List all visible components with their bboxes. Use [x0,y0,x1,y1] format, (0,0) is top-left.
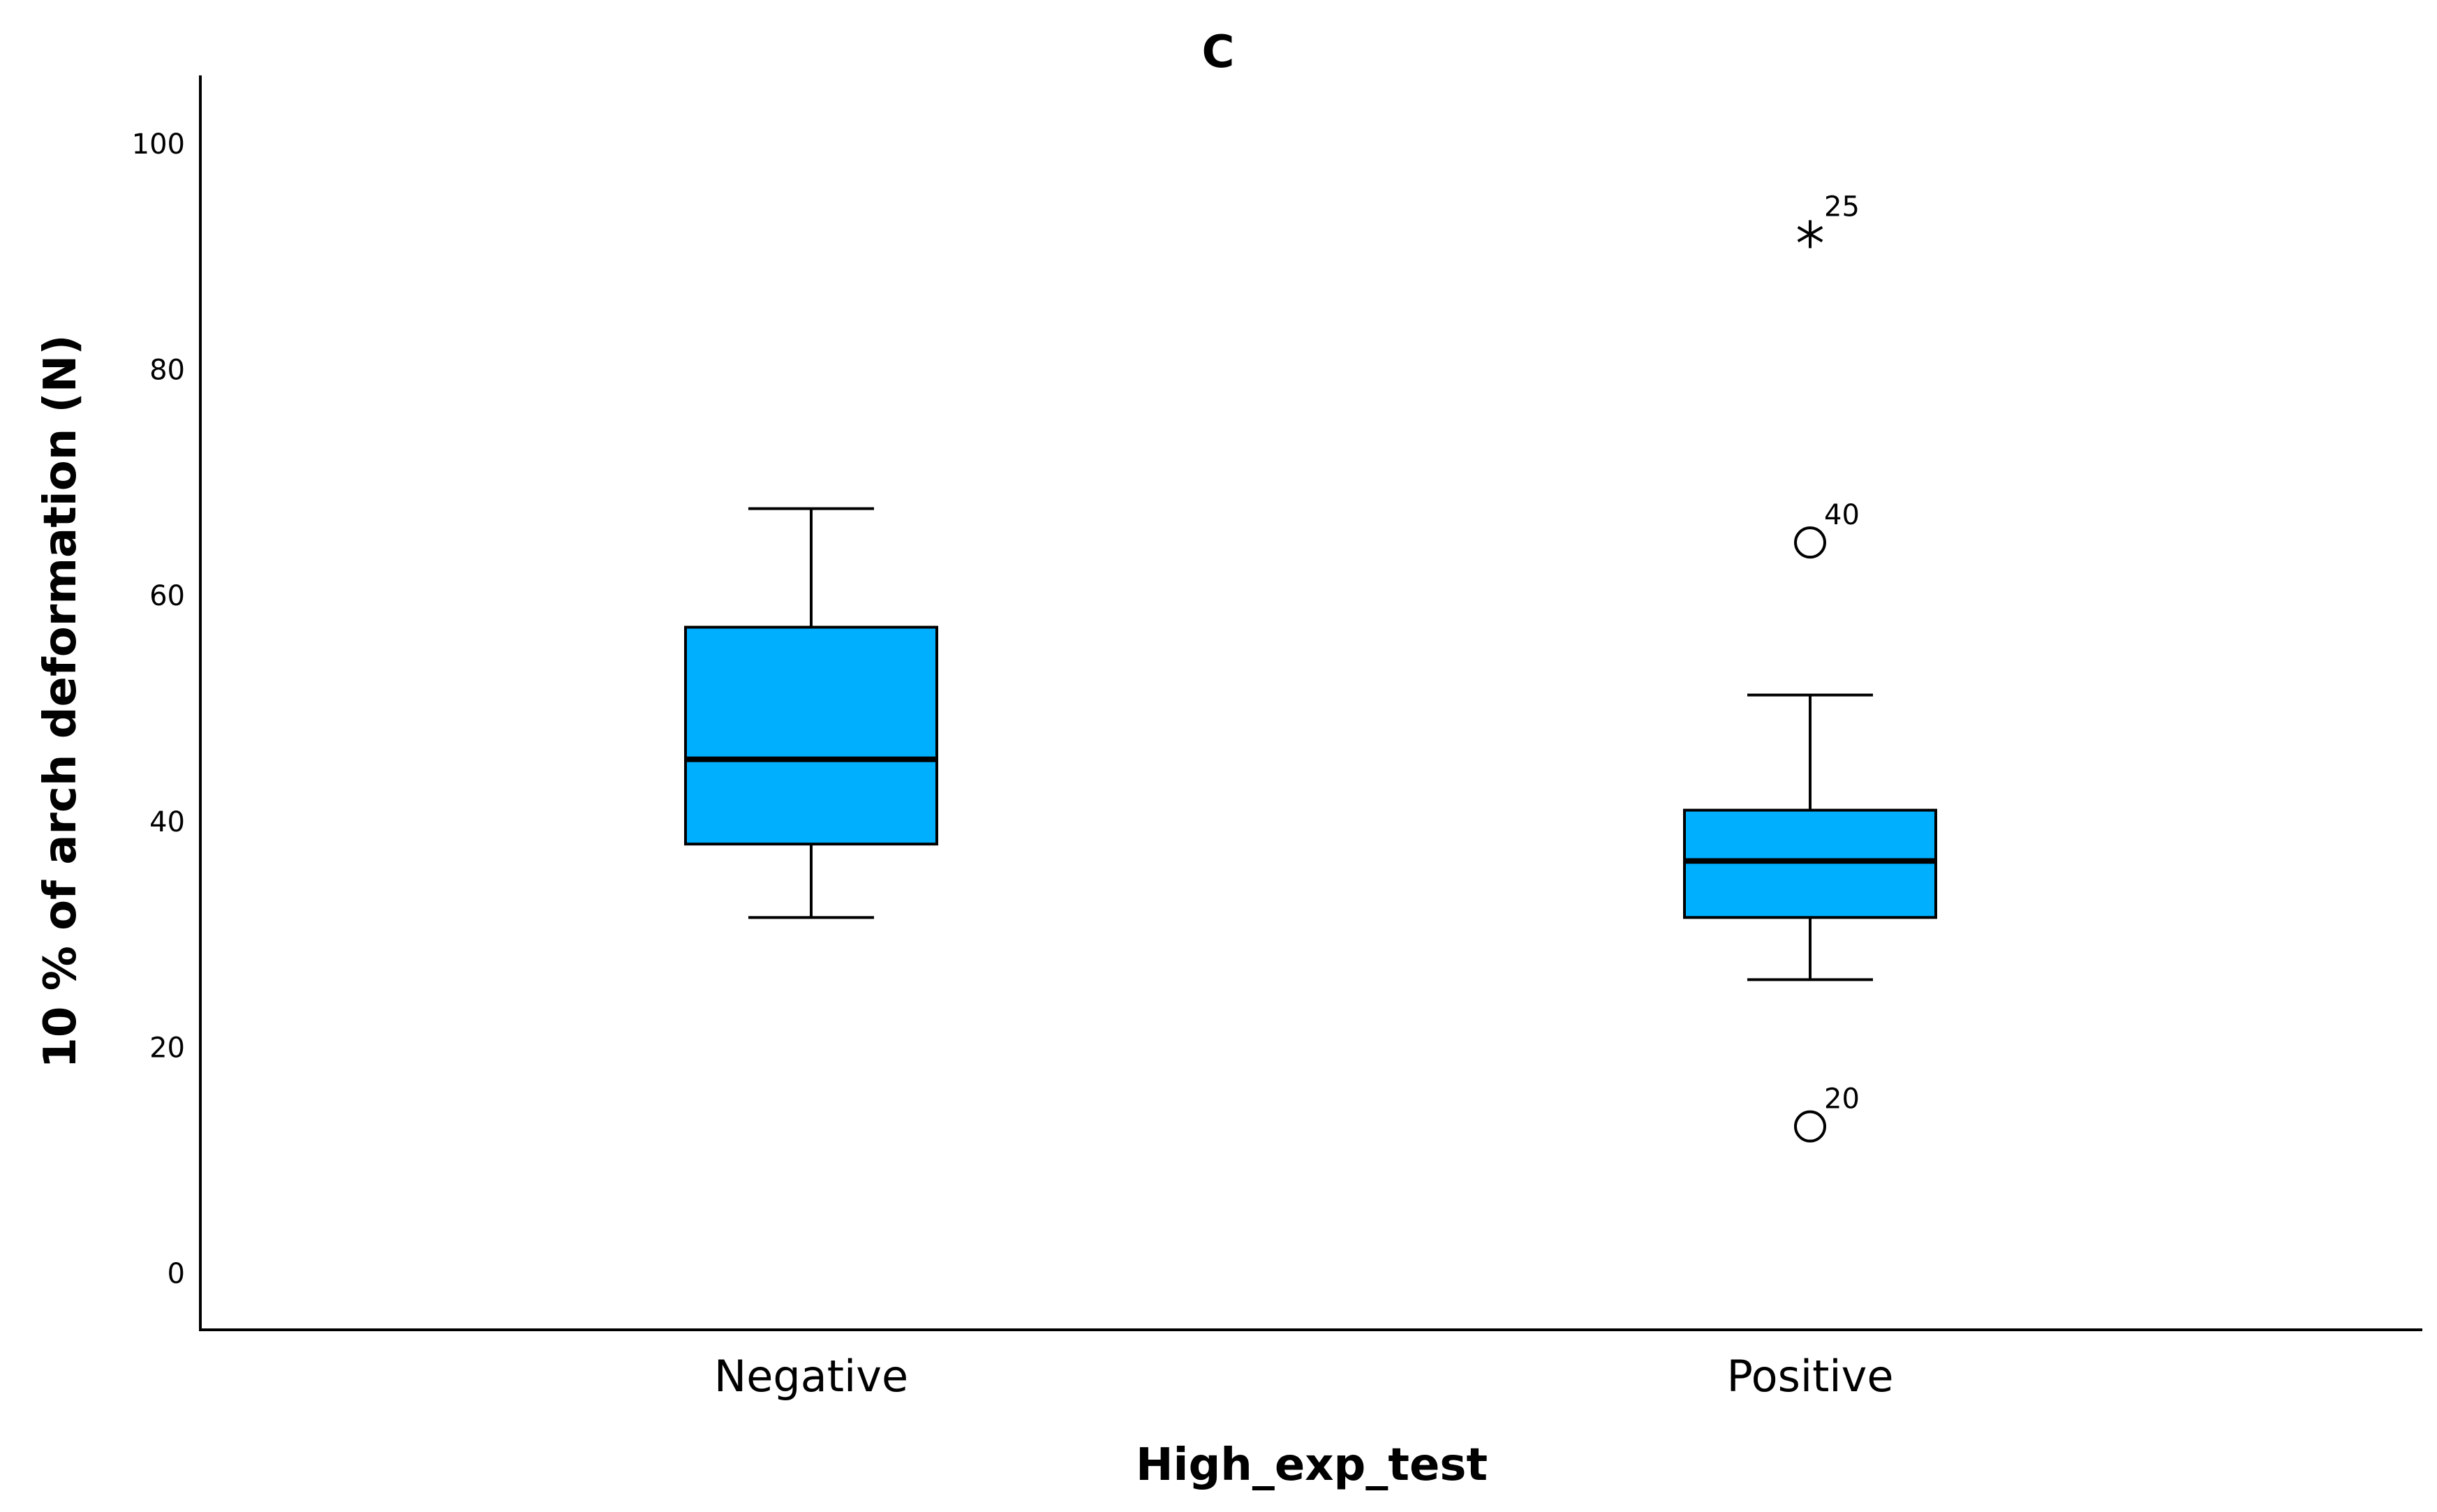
y-tick-label: 0 [168,1258,185,1290]
y-tick-label: 20 [149,1032,185,1064]
outlier-label: 25 [1824,191,1860,223]
outlier-marker [1794,526,1826,559]
chart-title: C [1202,27,1235,78]
y-axis-title: 10 % of arch deformation (N) [35,334,87,1068]
y-tick-label: 60 [149,580,185,612]
y-tick-label: 100 [132,128,185,161]
outlier-label: 20 [1824,1083,1860,1116]
x-axis-category-labels: Negative Positive [714,1351,1894,1402]
y-tick-label: 40 [149,806,185,838]
iqr-box [1683,808,1937,919]
box-group-negative [684,507,938,919]
box-groups: 25 40 20 [684,191,1937,1143]
outlier-label: 40 [1824,499,1860,531]
outlier-marker [1794,1110,1826,1143]
x-axis-title: High_exp_test [1136,1439,1488,1491]
box-group-positive: 25 40 20 [1683,191,1937,1143]
x-category-label: Positive [1726,1351,1893,1402]
iqr-box [684,625,938,846]
x-category-label: Negative [714,1351,908,1402]
y-axis-ticks: 0 20 40 60 80 100 [132,128,185,1290]
extreme-outlier-marker [1797,220,1823,249]
y-tick-label: 80 [149,355,185,387]
